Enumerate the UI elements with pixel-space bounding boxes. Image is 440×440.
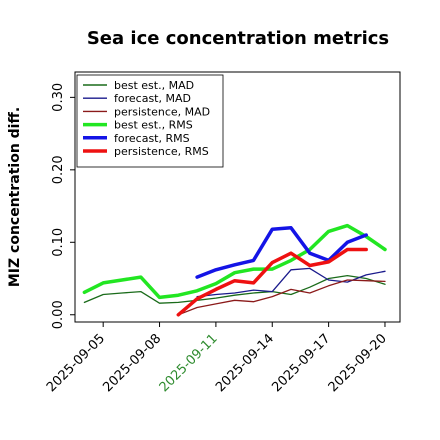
x-tick-label: 2025-09-08	[100, 331, 164, 395]
y-tick-label: 0.20	[51, 155, 66, 184]
x-tick-label: 2025-09-14	[213, 331, 277, 395]
series-line-0	[83, 274, 386, 304]
x-axis: 2025-09-052025-09-082025-09-112025-09-14…	[44, 322, 390, 395]
series-line-2	[177, 279, 386, 316]
x-tick-label: 2025-09-20	[326, 331, 390, 395]
y-axis-label: MIZ concentration diff.	[7, 107, 23, 287]
legend-entry: forecast, MAD	[114, 92, 191, 105]
x-tick-label: 2025-09-11	[157, 331, 221, 395]
y-tick-label: 0.10	[51, 228, 66, 257]
series-line-5	[176, 247, 368, 317]
series-line-3	[82, 223, 387, 300]
legend-entry: best est., RMS	[114, 119, 193, 132]
y-tick-label: 0.00	[51, 300, 66, 329]
legend-entry: persistence, RMS	[114, 145, 209, 158]
legend-entry: persistence, MAD	[114, 105, 210, 118]
x-tick-label: 2025-09-17	[269, 331, 333, 395]
legend-entry: forecast, RMS	[114, 132, 190, 145]
y-axis: 0.00 0.10 0.20 0.30	[51, 83, 75, 329]
x-tick-label: 2025-09-05	[44, 331, 108, 395]
legend-entry: best est., MAD	[114, 79, 194, 92]
series-line-4	[195, 226, 368, 279]
series-layer	[82, 223, 387, 317]
chart-title: Sea ice concentration metrics	[87, 28, 389, 49]
y-tick-label: 0.30	[51, 83, 66, 112]
